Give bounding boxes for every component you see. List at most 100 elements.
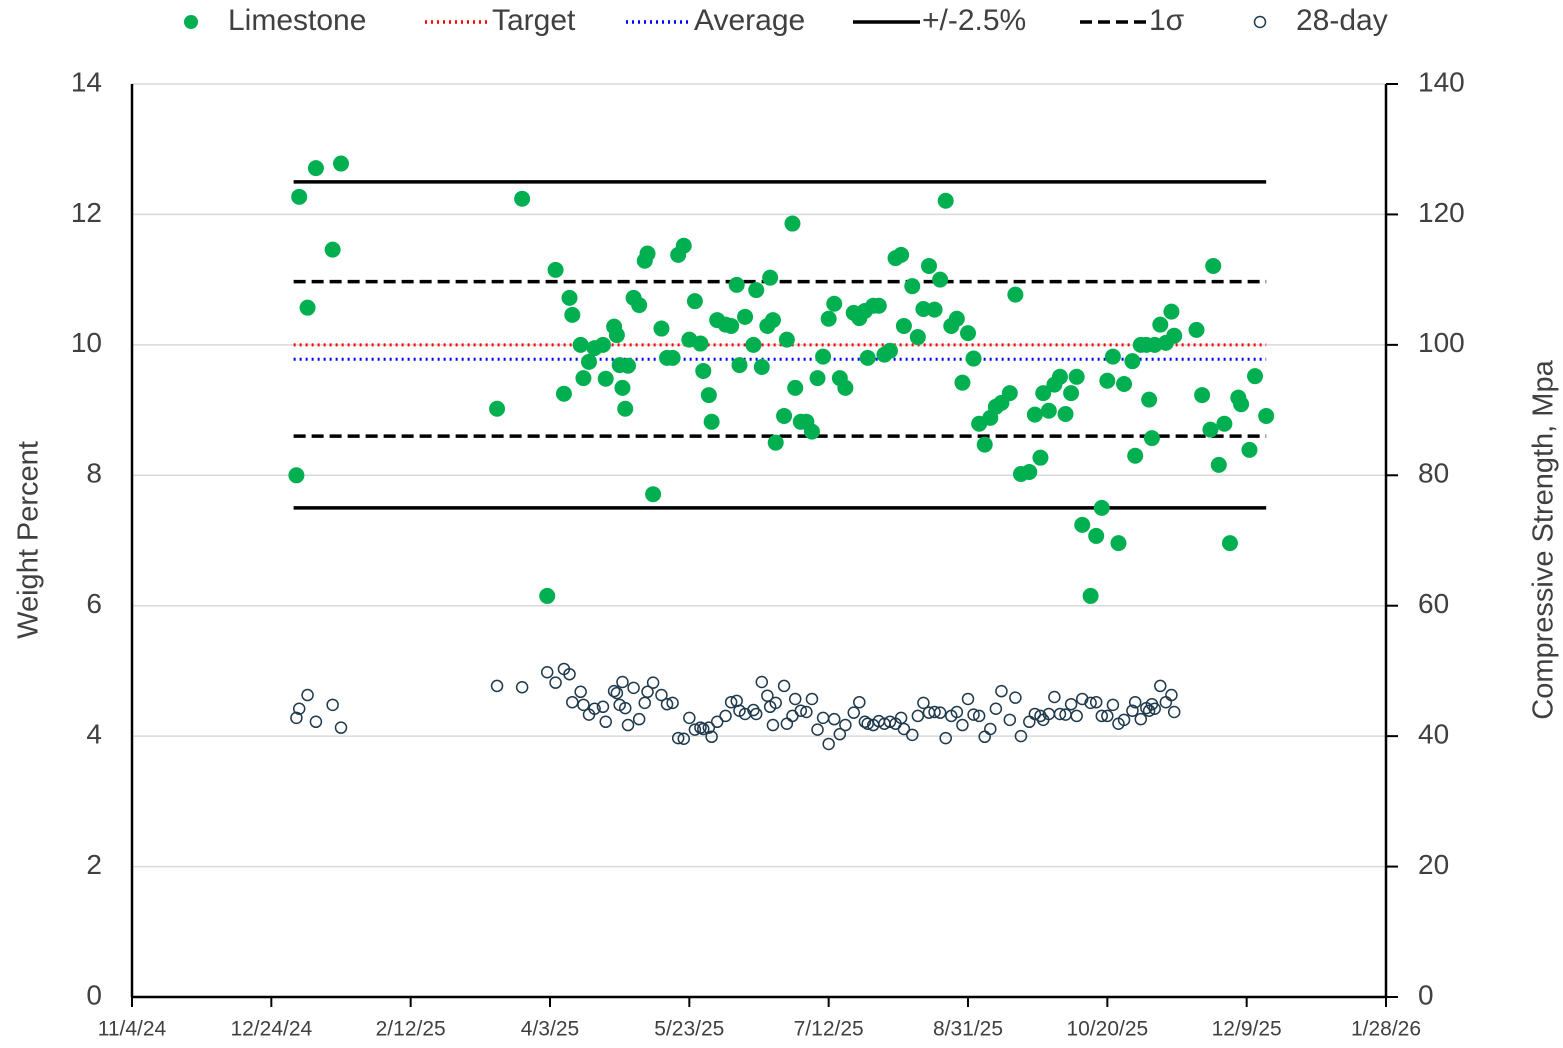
- data-point: [1009, 691, 1022, 704]
- data-point: [597, 370, 614, 387]
- data-point: [608, 327, 625, 344]
- data-point: [710, 715, 724, 729]
- data-point: [1063, 385, 1080, 402]
- data-point: [906, 728, 919, 742]
- data-point: [1247, 368, 1264, 385]
- data-point: [755, 675, 769, 689]
- data-point: [972, 709, 986, 723]
- data-point: [515, 680, 529, 694]
- data-point: [688, 723, 702, 736]
- data-point: [703, 413, 720, 430]
- data-point: [653, 320, 670, 337]
- data-point: [805, 692, 819, 706]
- data-point: [646, 676, 660, 689]
- data-point: [1110, 535, 1127, 552]
- data-point: [965, 350, 982, 367]
- data-point: [932, 271, 949, 288]
- data-point: [638, 696, 651, 710]
- y2-axis-label: Compressive Strength, Mpa: [1528, 359, 1560, 719]
- y2-tick-label: 60: [1418, 588, 1449, 619]
- data-point: [917, 696, 930, 710]
- data-point: [1166, 327, 1183, 344]
- x-tick-label: 12/24/24: [230, 1018, 312, 1041]
- data-point: [692, 335, 709, 352]
- data-point: [695, 362, 712, 379]
- data-point: [1188, 321, 1205, 338]
- data-point: [967, 708, 980, 721]
- data-point: [1051, 368, 1068, 385]
- data-point: [724, 695, 738, 709]
- data-point: [762, 269, 779, 286]
- data-point: [540, 665, 554, 679]
- data-point: [1089, 695, 1103, 709]
- legend-label: 1σ: [1149, 4, 1185, 37]
- data-point: [574, 685, 587, 699]
- data-point: [1165, 688, 1178, 702]
- data-point: [697, 722, 710, 736]
- data-point: [514, 190, 531, 207]
- x-tick-label: 8/31/25: [933, 1018, 1003, 1041]
- data-point: [671, 731, 685, 745]
- data-point: [839, 718, 852, 732]
- data-point: [581, 353, 598, 370]
- data-point: [324, 241, 341, 258]
- y-tick-label: 6: [86, 588, 102, 619]
- data-point: [1070, 709, 1083, 723]
- data-point: [333, 155, 349, 172]
- data-point: [549, 676, 562, 689]
- data-point: [794, 704, 808, 717]
- data-point: [820, 310, 837, 327]
- data-point: [939, 731, 952, 745]
- y-tick-label: 8: [86, 458, 102, 489]
- data-point: [920, 257, 937, 274]
- data-point: [1127, 447, 1144, 464]
- data-point: [1093, 499, 1110, 516]
- data-point: [948, 310, 965, 327]
- data-point: [1032, 449, 1049, 466]
- legend-label: +/-2.5%: [922, 4, 1026, 37]
- data-point: [563, 667, 576, 681]
- data-point: [627, 681, 640, 695]
- data-point: [664, 349, 681, 366]
- data-point: [1057, 405, 1074, 422]
- data-point: [489, 400, 506, 417]
- data-point: [301, 688, 314, 702]
- y2-tick-label: 40: [1418, 719, 1449, 750]
- data-point: [617, 400, 634, 417]
- data-point: [1163, 303, 1180, 320]
- data-point: [1194, 387, 1211, 404]
- data-point: [1082, 587, 1099, 604]
- data-point: [620, 357, 637, 374]
- data-point: [1154, 679, 1167, 693]
- y-tick-label: 4: [86, 719, 102, 750]
- y-tick-label: 10: [71, 327, 102, 358]
- data-point: [995, 684, 1008, 698]
- data-point: [288, 467, 305, 484]
- data-point: [1159, 695, 1173, 709]
- data-point: [639, 245, 656, 262]
- data-point: [803, 423, 820, 440]
- data-point: [705, 730, 718, 744]
- data-point: [847, 706, 860, 719]
- data-point: [1007, 286, 1024, 303]
- data-point: [778, 331, 795, 348]
- data-point: [1028, 707, 1042, 721]
- data-point: [1210, 456, 1227, 473]
- data-point: [954, 374, 971, 391]
- data-point: [809, 370, 826, 387]
- data-point: [326, 698, 339, 712]
- data-point: [1116, 375, 1133, 392]
- data-point: [677, 732, 691, 746]
- data-point: [786, 709, 799, 723]
- data-point: [748, 282, 765, 299]
- data-point: [561, 289, 578, 306]
- data-point: [811, 723, 824, 736]
- y2-tick-label: 80: [1418, 458, 1449, 489]
- data-point: [683, 711, 696, 725]
- data-point: [307, 160, 324, 177]
- data-point: [788, 692, 802, 706]
- data-point: [853, 695, 866, 709]
- y2-tick-label: 140: [1418, 66, 1465, 97]
- data-point: [787, 379, 804, 396]
